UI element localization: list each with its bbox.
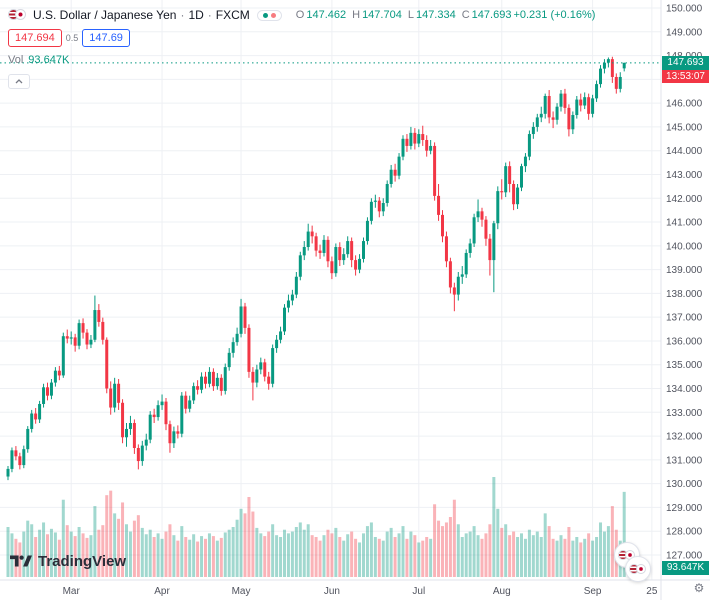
spread-value: 0.5 xyxy=(61,33,83,43)
svg-text:144.000: 144.000 xyxy=(666,146,703,157)
volume-label: Vol xyxy=(8,54,24,66)
svg-text:128.000: 128.000 xyxy=(666,527,703,538)
close-value: 147.693 xyxy=(471,9,512,21)
pair-flag-icon xyxy=(8,8,28,22)
change-value: +0.231 (+0.16%) xyxy=(513,9,596,21)
svg-text:149.000: 149.000 xyxy=(666,27,703,38)
svg-text:130.000: 130.000 xyxy=(666,479,703,490)
tradingview-logo[interactable]: TradingView xyxy=(10,552,126,570)
svg-text:139.000: 139.000 xyxy=(666,265,703,276)
ohlc-readout: O 147.462 H 147.704 L 147.334 C 147.693 … xyxy=(290,9,596,21)
up-color-dot-icon xyxy=(262,12,268,18)
buy-price-button[interactable]: 147.69 xyxy=(82,29,130,47)
close-label: C xyxy=(461,9,470,21)
svg-text:141.000: 141.000 xyxy=(666,218,703,229)
sell-price-button[interactable]: 147.694 xyxy=(8,29,62,47)
jp-flag-icon xyxy=(636,564,646,574)
separator-dot: · xyxy=(207,8,212,22)
svg-text:140.000: 140.000 xyxy=(666,241,703,252)
svg-text:142.000: 142.000 xyxy=(666,194,703,205)
down-color-dot-icon xyxy=(270,12,276,18)
svg-text:Jul: Jul xyxy=(412,586,425,597)
svg-text:138.000: 138.000 xyxy=(666,289,703,300)
exchange-label[interactable]: FXCM xyxy=(215,8,250,22)
pair-flags-button-1[interactable] xyxy=(614,542,640,568)
floating-pair-buttons xyxy=(614,542,651,582)
svg-text:127.000: 127.000 xyxy=(666,551,703,562)
symbol-title[interactable]: U.S. Dollar / Japanese Yen xyxy=(33,8,177,22)
jp-flag-icon xyxy=(15,9,26,20)
svg-text:129.000: 129.000 xyxy=(666,503,703,514)
high-label: H xyxy=(352,9,361,21)
volume-badge: 93.647K xyxy=(662,561,709,575)
legend-row-volume: Vol 93.647K xyxy=(8,53,595,67)
candle-colors-pill[interactable] xyxy=(256,9,282,21)
svg-text:146.000: 146.000 xyxy=(666,99,703,110)
countdown-badge: 13:53:07 xyxy=(662,69,709,83)
volume-value: 93.647K xyxy=(28,54,70,66)
legend-row-symbol: U.S. Dollar / Japanese Yen · 1D · FXCM O… xyxy=(8,6,595,24)
svg-text:145.000: 145.000 xyxy=(666,122,703,133)
svg-text:134.000: 134.000 xyxy=(666,384,703,395)
svg-text:Mar: Mar xyxy=(63,586,81,597)
svg-text:131.000: 131.000 xyxy=(666,455,703,466)
grid-lines xyxy=(0,0,661,580)
svg-text:Apr: Apr xyxy=(154,586,170,597)
svg-text:Sep: Sep xyxy=(584,586,602,597)
candles xyxy=(6,56,626,481)
svg-text:132.000: 132.000 xyxy=(666,432,703,443)
svg-text:25: 25 xyxy=(646,586,658,597)
open-label: O xyxy=(295,9,305,21)
svg-text:Aug: Aug xyxy=(493,586,511,597)
separator-dot: · xyxy=(180,8,185,22)
tradingview-logo-text: TradingView xyxy=(38,552,127,570)
current-price-badge: 147.693 xyxy=(662,55,709,70)
tradingview-logo-icon xyxy=(10,555,32,567)
price-badge-stack: 147.693 13:53:07 xyxy=(662,55,709,83)
svg-text:143.000: 143.000 xyxy=(666,170,703,181)
high-value: 147.704 xyxy=(362,9,402,21)
axis-labels: 150.000149.000148.000147.000146.000145.0… xyxy=(63,4,703,598)
settings-gear-icon[interactable]: ⚙ xyxy=(693,581,705,595)
open-value: 147.462 xyxy=(306,9,347,21)
svg-text:133.000: 133.000 xyxy=(666,408,703,419)
pair-flags-button-2[interactable] xyxy=(625,556,651,582)
chart-legend: U.S. Dollar / Japanese Yen · 1D · FXCM O… xyxy=(8,6,595,89)
collapse-legend-button[interactable] xyxy=(8,74,30,89)
low-label: L xyxy=(407,9,414,21)
legend-row-bid-ask: 147.694 0.5 147.69 xyxy=(8,29,595,47)
svg-text:May: May xyxy=(232,586,251,597)
svg-text:Jun: Jun xyxy=(324,586,340,597)
svg-text:135.000: 135.000 xyxy=(666,360,703,371)
svg-text:137.000: 137.000 xyxy=(666,313,703,324)
timeframe-label[interactable]: 1D xyxy=(188,8,204,22)
chevron-up-icon xyxy=(15,79,23,84)
svg-text:136.000: 136.000 xyxy=(666,336,703,347)
svg-text:150.000: 150.000 xyxy=(666,4,703,15)
low-value: 147.334 xyxy=(415,9,456,21)
pair-flag-icon xyxy=(629,563,647,575)
